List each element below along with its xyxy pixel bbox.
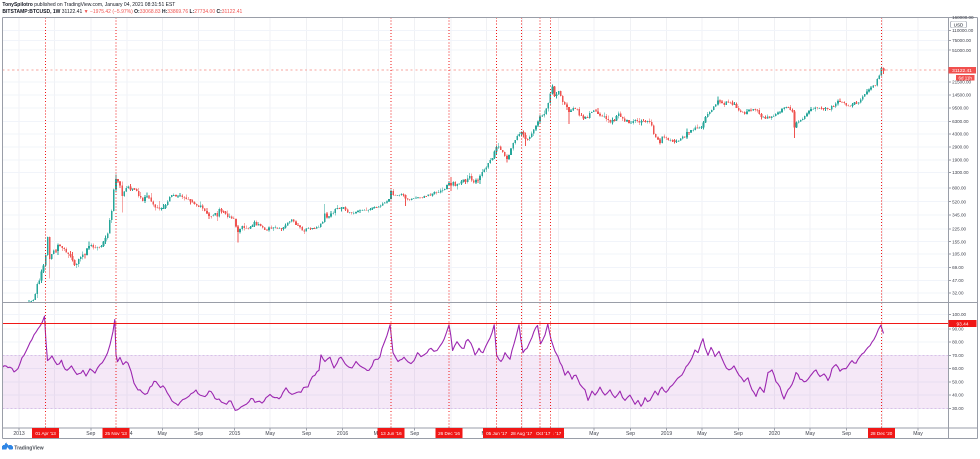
svg-text:2013: 2013	[13, 431, 24, 437]
svg-text:60.00: 60.00	[952, 366, 964, 371]
svg-text:May: May	[913, 431, 923, 437]
svg-text:2015: 2015	[229, 431, 240, 437]
svg-text:155.00: 155.00	[952, 239, 966, 244]
svg-text:25 Nov '13: 25 Nov '13	[105, 431, 127, 436]
svg-text:01 Apr '13: 01 Apr '13	[35, 431, 56, 436]
svg-text:Sep: Sep	[626, 431, 635, 437]
svg-text:225.00: 225.00	[952, 227, 966, 232]
svg-text:2020: 2020	[769, 431, 780, 437]
svg-text:May: May	[697, 431, 707, 437]
svg-text:4300.00: 4300.00	[952, 132, 969, 137]
svg-text:160000.00: 160000.00	[952, 15, 974, 20]
svg-text:2019: 2019	[661, 431, 672, 437]
svg-text:80.00: 80.00	[952, 340, 964, 345]
svg-text:TradingView: TradingView	[14, 445, 43, 451]
svg-text:TonySpilotro published on Trad: TonySpilotro published on TradingView.co…	[2, 2, 175, 8]
svg-text:800.00: 800.00	[952, 186, 966, 191]
svg-text:USD: USD	[954, 22, 964, 27]
svg-text:BITSTAMP:BTCUSD, 1W 31122.41 ▼: BITSTAMP:BTCUSD, 1W 31122.41 ▼ −1975.42 …	[2, 9, 242, 15]
svg-text:105.00: 105.00	[952, 252, 966, 257]
svg-text:Sep: Sep	[410, 431, 419, 437]
svg-text:Sep: Sep	[302, 431, 311, 437]
svg-text:93.44: 93.44	[956, 322, 968, 328]
svg-text:2900.00: 2900.00	[952, 145, 969, 150]
svg-text:51000.00: 51000.00	[952, 48, 971, 53]
svg-text:May: May	[805, 431, 815, 437]
svg-text:520.00: 520.00	[952, 199, 966, 204]
svg-text:May: May	[589, 431, 599, 437]
svg-text:2016: 2016	[337, 431, 348, 437]
svg-text:31122.41: 31122.41	[952, 68, 972, 74]
svg-text:13 Jun '16: 13 Jun '16	[381, 431, 403, 436]
svg-text:28 Dec '20: 28 Dec '20	[870, 431, 892, 436]
svg-text:05 Jun '17: 05 Jun '17	[486, 431, 508, 436]
svg-text:6d 11h: 6d 11h	[958, 75, 972, 80]
svg-text:May: May	[265, 431, 275, 437]
svg-text:1300.00: 1300.00	[952, 170, 969, 175]
svg-text:70.00: 70.00	[952, 353, 964, 358]
svg-text:May: May	[157, 431, 167, 437]
svg-text:6300.00: 6300.00	[952, 119, 969, 124]
svg-text:345.00: 345.00	[952, 213, 966, 218]
svg-text:75000.00: 75000.00	[952, 38, 971, 43]
svg-text:90.00: 90.00	[952, 327, 964, 332]
svg-text:9500.00: 9500.00	[952, 106, 969, 111]
svg-text:21500.00: 21500.00	[952, 80, 971, 85]
svg-text:Sep: Sep	[194, 431, 203, 437]
svg-text:47.00: 47.00	[952, 278, 964, 283]
svg-text:100.00: 100.00	[952, 312, 966, 317]
svg-text:1900.00: 1900.00	[952, 158, 969, 163]
svg-text:30.00: 30.00	[952, 406, 964, 411]
svg-text:30 Oct '17: 30 Oct '17	[530, 431, 551, 436]
svg-text:Sep: Sep	[86, 431, 95, 437]
svg-text:Sep: Sep	[734, 431, 743, 437]
svg-text:50.00: 50.00	[952, 380, 964, 385]
svg-text:Sep: Sep	[842, 431, 851, 437]
svg-text:69.00: 69.00	[952, 265, 964, 270]
svg-text:40.00: 40.00	[952, 393, 964, 398]
svg-text:28 Aug '17: 28 Aug '17	[511, 431, 533, 436]
svg-text:32.00: 32.00	[952, 291, 964, 296]
svg-text:26 Dec '16: 26 Dec '16	[438, 431, 460, 436]
svg-text:14500.00: 14500.00	[952, 93, 971, 98]
svg-text:110000.00: 110000.00	[952, 28, 974, 33]
